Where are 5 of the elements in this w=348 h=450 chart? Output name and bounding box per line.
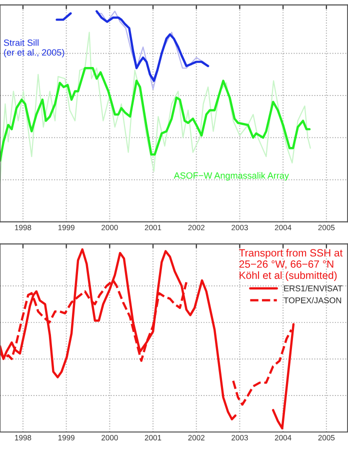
legend-label: TOPEX/JASON [284,297,342,304]
text: ASOF−W Angmassalik Array [174,172,289,181]
text: Strait Sill (er et al., 2005) [4,39,64,58]
legend-label: ERS1/ENVISAT [284,285,342,292]
legend-title: Transport from SSH at 25−26 °W, 66−67 °N Köhl et al (submitted) [239,248,343,282]
